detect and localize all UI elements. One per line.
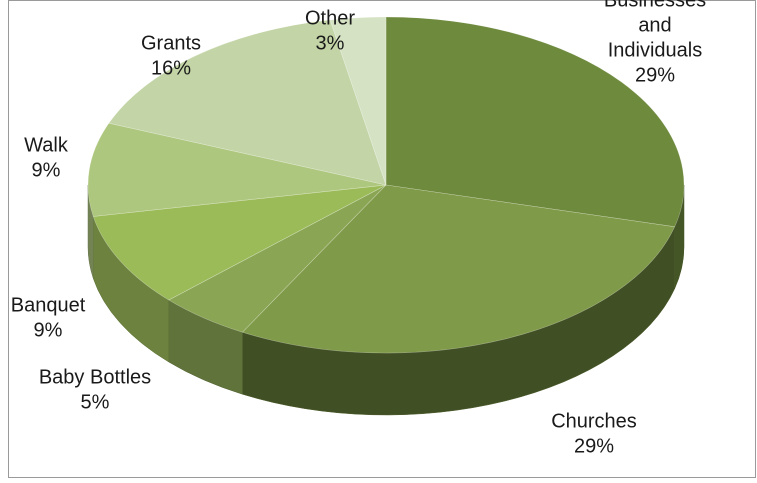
slice-label-6: Grants 16% xyxy=(141,33,201,80)
pie-label-layer: Businesses and Individuals 29% Churches 29% Ba… xyxy=(11,0,706,458)
slice-label-7: Other 3% xyxy=(305,8,355,55)
slice-percent-label: 29% xyxy=(574,436,614,458)
slice-label-3: Baby Bottles 5% xyxy=(39,367,151,414)
slice-label-1: Businesses and Individuals 29% xyxy=(604,0,706,87)
slice-percent-label: 5% xyxy=(81,392,110,414)
slice-name-label: Grants xyxy=(141,33,201,55)
slice-percent-label: 29% xyxy=(635,65,675,87)
slice-name-label: Other xyxy=(305,8,355,30)
pie-depth-layer xyxy=(87,184,685,416)
slice-name-label: Individuals xyxy=(608,40,703,62)
pie-slice-1 xyxy=(385,16,685,228)
slice-name-label: Businesses xyxy=(604,0,706,12)
slice-percent-label: 9% xyxy=(32,160,61,182)
slice-name-label: Banquet xyxy=(11,295,86,317)
slice-name-label: Baby Bottles xyxy=(39,367,151,389)
slice-name-label: Walk xyxy=(24,135,69,157)
slice-name-label: and xyxy=(638,15,671,37)
pie-top-layer xyxy=(87,16,685,354)
slice-label-4: Banquet 9% xyxy=(11,295,86,342)
pie-slice-5 xyxy=(87,122,387,217)
pie-slice-7 xyxy=(329,16,387,186)
slice-percent-label: 16% xyxy=(151,58,191,80)
slice-percent-label: 3% xyxy=(316,33,345,55)
slice-label-2: Churches 29% xyxy=(551,411,637,458)
pie-slice-3 xyxy=(168,184,387,333)
slice-label-5: Walk 9% xyxy=(24,135,69,182)
slice-percent-label: 9% xyxy=(34,320,63,342)
slice-name-label: Churches xyxy=(551,411,637,433)
pie-slice-2 xyxy=(241,184,676,354)
pie-slice-6 xyxy=(108,19,387,186)
pie-slice-4 xyxy=(92,184,387,301)
